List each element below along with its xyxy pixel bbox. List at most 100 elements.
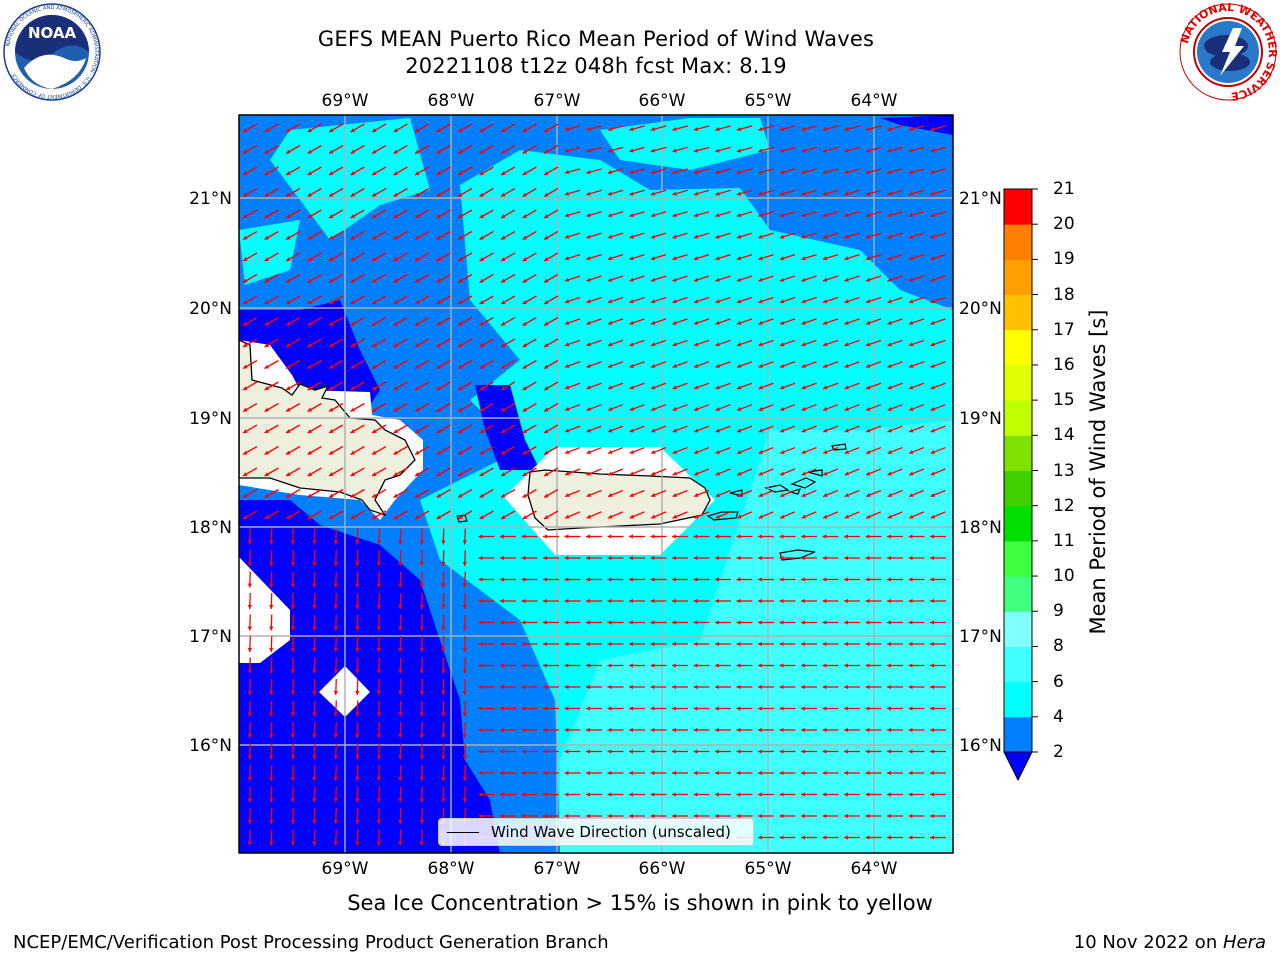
wind-wave-arrowhead: [415, 472, 420, 476]
lat-label-right: 21°N: [959, 189, 1002, 209]
wind-wave-arrowhead: [372, 149, 377, 154]
wave-period-fill-under-2-mona: [475, 385, 540, 470]
wind-wave-arrowhead: [801, 493, 807, 498]
wind-wave-arrowhead: [693, 363, 699, 368]
wind-wave-arrowhead: [247, 647, 253, 652]
wind-wave-arrowhead: [736, 363, 742, 368]
wind-wave-arrowhead: [501, 472, 506, 476]
wind-wave-arrowhead: [908, 727, 913, 733]
wind-wave-arrowhead: [736, 320, 742, 325]
wind-wave-arrowhead: [565, 471, 570, 476]
wind-wave-arrowhead: [672, 514, 678, 519]
wind-wave-arrowhead: [307, 472, 313, 476]
wind-wave-arrowhead: [264, 343, 270, 347]
wind-wave-arrowhead: [629, 342, 634, 347]
wind-wave-arrowhead: [865, 641, 870, 647]
wind-wave-arrowhead: [355, 733, 360, 738]
wind-wave-arrowhead: [650, 126, 656, 132]
wind-wave-arrowhead: [543, 792, 547, 797]
wind-wave-arrowhead: [247, 712, 253, 717]
wind-wave-arrowhead: [415, 171, 420, 175]
wind-wave-arrowhead: [650, 684, 655, 690]
wind-wave-arrowhead: [307, 192, 313, 197]
wind-wave-arrowhead: [930, 706, 934, 711]
wind-wave-arrowhead: [264, 493, 270, 498]
wind-wave-arrowhead: [264, 214, 270, 218]
wind-wave-arrowhead: [908, 684, 913, 690]
wind-wave-arrowhead: [544, 450, 549, 455]
wind-wave-arrowhead: [822, 534, 827, 539]
wind-wave-arrowhead: [844, 555, 848, 561]
wind-wave-arrowhead: [672, 213, 677, 218]
wind-wave-arrowhead: [329, 214, 334, 218]
wind-wave-arrowhead: [866, 406, 871, 411]
wind-wave-arrowhead: [286, 450, 291, 455]
wind-wave-arrowhead: [478, 684, 483, 690]
wind-wave-arrowhead: [329, 493, 334, 498]
wind-wave-arrowhead: [350, 364, 356, 369]
wind-wave-arrowhead: [372, 235, 377, 240]
wind-wave-arrowhead: [462, 561, 468, 566]
wind-wave-arrowhead: [478, 792, 483, 797]
wind-wave-arrowhead: [672, 598, 676, 604]
wind-wave-arrowhead: [286, 149, 291, 154]
wind-wave-arrowhead: [415, 321, 420, 326]
wind-wave-arrowhead: [629, 363, 634, 368]
wind-wave-arrowhead: [398, 626, 403, 631]
wind-wave-arrowhead: [844, 577, 848, 582]
wind-wave-arrowhead: [393, 364, 399, 369]
wind-wave-arrowhead: [672, 148, 677, 153]
wind-wave-arrowhead: [844, 277, 849, 282]
wind-wave-arrowhead: [693, 727, 698, 733]
wind-wave-arrowhead: [329, 343, 334, 347]
wind-wave-arrowhead: [930, 514, 936, 519]
wind-wave-arrowhead: [307, 214, 313, 218]
wind-wave-arrowhead: [307, 235, 313, 240]
wind-wave-arrowhead: [290, 841, 296, 846]
colorbar-segment: [1004, 364, 1032, 401]
wind-wave-arrowhead: [629, 641, 633, 647]
wind-wave-arrowhead: [376, 604, 382, 609]
wind-wave-arrowhead: [479, 300, 485, 304]
wind-wave-arrowhead: [312, 669, 317, 674]
wind-wave-arrowhead: [844, 342, 849, 347]
wind-wave-arrowhead: [736, 706, 741, 711]
wind-wave-arrowhead: [779, 684, 784, 690]
wind-wave-arrowhead: [372, 128, 377, 132]
wind-wave-arrowhead: [930, 813, 934, 819]
wind-wave-arrowhead: [247, 819, 253, 824]
wind-wave-arrowhead: [930, 170, 935, 175]
wind-wave-arrowhead: [844, 684, 848, 690]
wind-wave-arrowhead: [607, 727, 612, 733]
wind-wave-arrowhead: [543, 684, 547, 690]
colorbar-segment: [1004, 224, 1032, 260]
wind-wave-arrowhead: [500, 813, 504, 819]
wind-wave-arrowhead: [398, 755, 403, 760]
wind-wave-arrowhead: [290, 626, 296, 631]
wind-wave-arrowhead: [355, 712, 360, 717]
wind-wave-arrowhead: [908, 148, 914, 153]
wind-wave-arrowhead: [650, 749, 655, 754]
wind-wave-arrowhead: [650, 792, 655, 797]
wind-wave-arrowhead: [398, 540, 403, 545]
wind-wave-arrowhead: [564, 577, 569, 582]
wind-wave-arrowhead: [930, 749, 934, 754]
wind-wave-arrowhead: [736, 555, 741, 561]
wind-wave-arrowhead: [908, 835, 913, 840]
wind-wave-arrowhead: [307, 257, 313, 261]
wind-wave-arrowhead: [736, 534, 741, 539]
wind-wave-arrowhead: [544, 149, 549, 154]
wind-wave-arrowhead: [479, 343, 485, 347]
wind-wave-arrowhead: [822, 234, 828, 239]
wind-wave-arrowhead: [376, 583, 382, 588]
wind-wave-arrowhead: [629, 126, 634, 132]
wind-wave-arrowhead: [286, 493, 291, 498]
wind-wave-arrowhead: [586, 126, 591, 132]
wind-wave-arrowhead: [419, 561, 425, 566]
wind-wave-arrowhead: [607, 641, 612, 647]
wind-wave-arrowhead: [479, 257, 485, 261]
map-frame: [238, 114, 954, 854]
wind-wave-arrowhead: [822, 126, 828, 132]
wind-wave-arrowhead: [436, 493, 442, 498]
wind-wave-arrowhead: [307, 149, 313, 154]
